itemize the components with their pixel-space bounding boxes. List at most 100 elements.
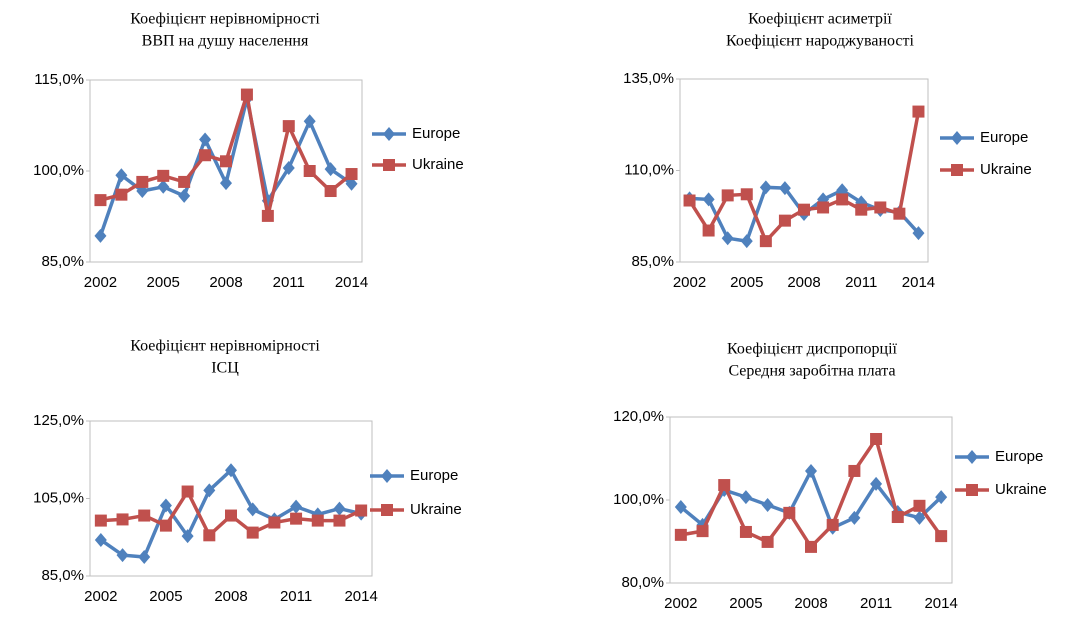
x-tick-label: 2008 xyxy=(214,588,247,605)
marker xyxy=(115,168,128,183)
marker xyxy=(282,120,295,133)
x-tick-label: 2011 xyxy=(273,274,305,291)
y-tick-label: 120,0% xyxy=(613,408,664,425)
marker xyxy=(761,535,774,548)
legend-label: Europe xyxy=(995,448,1043,465)
marker xyxy=(94,228,107,243)
marker xyxy=(870,476,883,491)
marker xyxy=(282,160,295,175)
marker xyxy=(912,226,925,241)
x-tick-label: 2002 xyxy=(84,274,117,291)
x-tick-label: 2011 xyxy=(845,274,877,291)
x-tick-label: 2014 xyxy=(902,274,935,291)
marker xyxy=(702,224,715,237)
marker xyxy=(311,514,324,527)
x-tick-label: 2002 xyxy=(673,274,706,291)
marker xyxy=(913,510,926,525)
marker xyxy=(381,469,393,483)
marker xyxy=(805,540,817,553)
chart-title: Середня заробітна плата xyxy=(728,363,895,380)
marker xyxy=(159,498,172,513)
marker xyxy=(826,518,839,531)
marker xyxy=(874,201,887,214)
marker xyxy=(303,114,316,129)
chart-title: Коефіцієнт асиметрії xyxy=(748,11,892,28)
legend-label: Ukraine xyxy=(995,481,1047,498)
marker xyxy=(199,132,212,147)
x-tick-label: 2005 xyxy=(730,274,763,291)
marker xyxy=(220,155,232,168)
x-tick-label: 2014 xyxy=(344,588,377,605)
marker xyxy=(203,483,216,498)
legend-label: Europe xyxy=(412,125,460,142)
marker xyxy=(220,176,232,191)
marker xyxy=(116,548,129,563)
x-tick-label: 2008 xyxy=(787,274,820,291)
marker xyxy=(893,207,906,220)
series-line xyxy=(688,111,921,245)
y-tick-label: 85,0% xyxy=(631,253,674,270)
marker xyxy=(778,214,791,227)
marker xyxy=(848,510,861,525)
marker xyxy=(836,193,849,206)
y-tick-label: 80,0% xyxy=(621,574,664,591)
marker xyxy=(721,231,734,246)
x-tick-label: 2002 xyxy=(84,588,117,605)
marker xyxy=(303,165,316,177)
marker xyxy=(199,149,212,162)
marker xyxy=(674,500,687,515)
marker xyxy=(225,463,237,478)
marker xyxy=(181,485,194,498)
marker xyxy=(290,499,303,514)
chart-title: ВВП на душу населення xyxy=(142,33,309,50)
marker xyxy=(159,519,172,532)
marker xyxy=(246,502,259,517)
legend-label: Europe xyxy=(410,467,458,484)
marker xyxy=(966,484,978,496)
chart: Коефіцієнт асиметрії Коефіцієнт народжува… xyxy=(623,11,1032,291)
marker xyxy=(383,159,395,171)
marker xyxy=(696,525,709,538)
chart-title: Коефіцієнт диспропорції xyxy=(727,341,898,358)
marker xyxy=(290,512,303,525)
marker xyxy=(739,490,752,505)
series-line xyxy=(100,94,353,217)
x-tick-label: 2011 xyxy=(860,595,892,612)
marker xyxy=(739,525,752,538)
chart: Коефіцієнт диспропорції Середня заробітна… xyxy=(613,341,1047,612)
marker xyxy=(966,450,978,464)
y-tick-label: 115,0% xyxy=(34,71,84,88)
marker xyxy=(721,189,734,202)
marker xyxy=(138,509,151,522)
legend-label: Ukraine xyxy=(980,161,1032,178)
marker xyxy=(136,175,149,188)
marker xyxy=(805,463,817,478)
plot-area xyxy=(89,79,363,263)
marker xyxy=(324,162,337,177)
marker xyxy=(115,188,128,201)
plot-area xyxy=(89,420,373,577)
marker xyxy=(225,509,237,522)
y-tick-label: 100,0% xyxy=(613,491,664,508)
marker xyxy=(261,209,274,222)
marker xyxy=(935,530,948,543)
marker xyxy=(94,514,107,527)
marker xyxy=(94,194,107,207)
marker xyxy=(240,88,253,101)
marker xyxy=(383,127,395,141)
marker xyxy=(935,490,948,505)
y-tick-label: 85,0% xyxy=(41,567,84,584)
y-tick-label: 110,0% xyxy=(624,161,674,178)
chart-title: Коефіцієнт народжуваності xyxy=(726,33,915,50)
marker xyxy=(157,169,170,182)
marker xyxy=(870,432,883,445)
marker xyxy=(891,511,904,524)
y-tick-label: 85,0% xyxy=(41,253,84,270)
marker xyxy=(246,526,259,539)
x-tick-label: 2008 xyxy=(794,595,827,612)
chart-title: Коефіцієнт нерівномірності xyxy=(130,338,320,355)
y-tick-label: 100,0% xyxy=(33,162,84,179)
marker xyxy=(345,176,358,191)
marker xyxy=(138,550,151,565)
marker xyxy=(798,203,810,216)
